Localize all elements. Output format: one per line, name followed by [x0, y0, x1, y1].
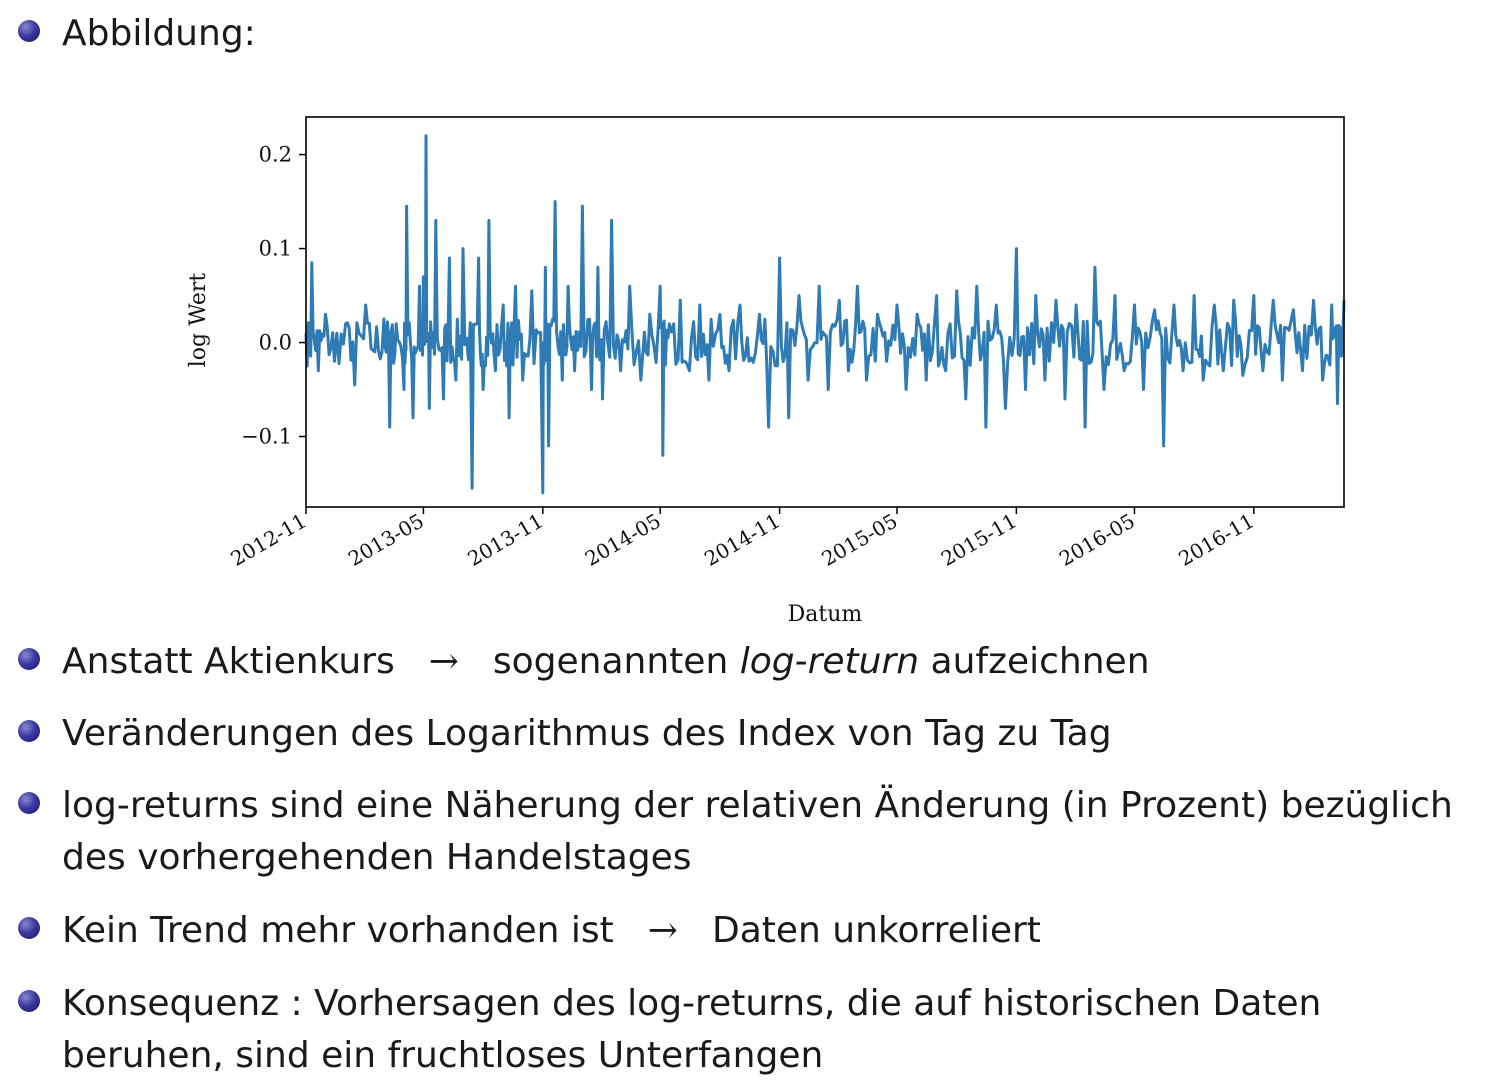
- bullet-text: Anstatt Aktienkurs → sogenannten log-retur…: [62, 636, 1150, 688]
- bullet-icon: [18, 792, 40, 814]
- y-tick-label: 0.0: [259, 331, 292, 355]
- bullet-icon: [18, 648, 40, 670]
- bullet-item-2: Veränderungen des Logarithmus des Index …: [18, 708, 1112, 760]
- bullet-icon: [18, 20, 40, 42]
- y-tick-label: −0.1: [241, 425, 292, 449]
- arrow-icon: →: [428, 641, 459, 682]
- y-axis-label: log Wert: [186, 273, 211, 368]
- y-tick-label: 0.1: [259, 237, 292, 261]
- x-tick-label: 2014-05: [581, 509, 665, 571]
- x-tick-label: 2015-05: [818, 509, 902, 571]
- bullet-icon: [18, 917, 40, 939]
- x-tick-label: 2012-11: [227, 509, 311, 571]
- x-axis-label: Datum: [788, 602, 863, 627]
- x-tick-label: 2016-11: [1174, 509, 1258, 571]
- bullet-item-3: log-returns sind eine Näherung der relat…: [18, 780, 1453, 884]
- bullet-icon: [18, 990, 40, 1012]
- x-tick-label: 2016-05: [1055, 509, 1139, 571]
- bullet-text: Kein Trend mehr vorhanden ist → Daten unko…: [62, 905, 1041, 957]
- bullet-item-1: Anstatt Aktienkurs → sogenannten log-retur…: [18, 636, 1150, 688]
- x-tick-label: 2013-05: [344, 509, 428, 571]
- plot-frame: [305, 116, 1345, 508]
- bullet-item-4: Kein Trend mehr vorhanden ist → Daten unko…: [18, 905, 1041, 957]
- heading-text: Abbildung:: [62, 13, 256, 54]
- bullet-text: log-returns sind eine Näherung der relat…: [62, 785, 1453, 878]
- series-line: [304, 134, 1346, 495]
- bullet-text: Veränderungen des Logarithmus des Index …: [62, 713, 1112, 754]
- bullet-text: Konsequenz : Vorhersagen des log-returns…: [62, 983, 1322, 1076]
- bullet-item-5: Konsequenz : Vorhersagen des log-returns…: [18, 978, 1321, 1082]
- x-tick-label: 2014-11: [700, 509, 784, 571]
- arrow-icon: →: [647, 910, 678, 951]
- bullet-heading: Abbildung:: [18, 8, 256, 60]
- chart-figure: −0.1 0.0 0.1 0.2 2012-11 2013-05 2013-11 2014-…: [186, 116, 1346, 627]
- bullet-icon: [18, 720, 40, 742]
- y-tick-label: 0.2: [259, 143, 292, 167]
- x-tick-label: 2013-11: [463, 509, 547, 571]
- x-tick-label: 2015-11: [937, 509, 1021, 571]
